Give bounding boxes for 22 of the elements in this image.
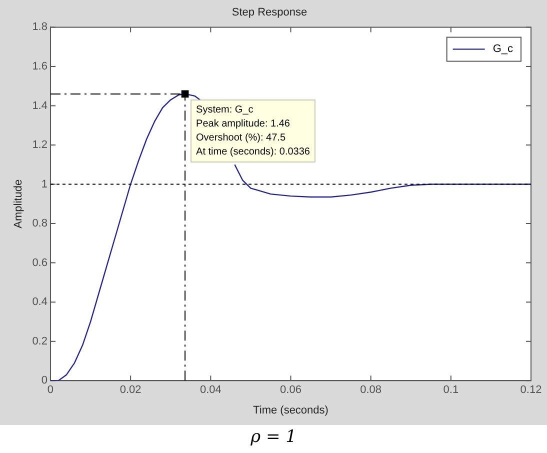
- y-tick-label: 0.4: [32, 296, 48, 308]
- y-tick-label: 1.6: [32, 60, 48, 72]
- y-axis-title: Amplitude: [12, 179, 25, 228]
- legend-label: G_c: [492, 43, 514, 56]
- y-tick-label: 0: [41, 374, 48, 387]
- text: ρ = 1: [250, 427, 298, 447]
- x-tick-label: 0.12: [520, 384, 542, 396]
- y-tick-label: 0.6: [32, 256, 48, 269]
- chart-title: Step Response: [232, 6, 308, 19]
- y-tick-label: 1.4: [32, 100, 48, 112]
- x-tick-label: 0.04: [200, 384, 222, 396]
- x-tick-label: 0.08: [360, 384, 382, 396]
- x-tick-label: 0.1: [443, 384, 459, 396]
- y-tick-label: 0.8: [32, 218, 48, 230]
- y-tick-label: 1.8: [32, 21, 48, 34]
- y-tick-label: 0.2: [32, 335, 48, 348]
- y-tick-label: 1: [41, 178, 48, 190]
- x-tick-label: 0.06: [280, 384, 302, 396]
- x-tick-label: 0.02: [120, 384, 142, 396]
- x-axis-title: Time (seconds): [253, 404, 328, 416]
- annotation: System: G_c Peak amplitude: 1.46 Overshoot (%): 47.5 At time (seconds): 0.0336: [196, 104, 310, 158]
- y-tick-label: 1.2: [32, 139, 48, 152]
